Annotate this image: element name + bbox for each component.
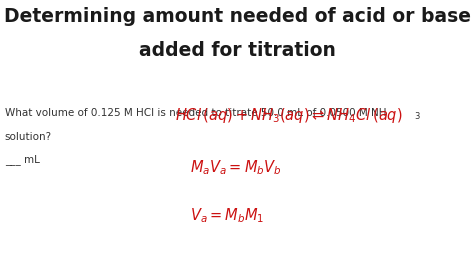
Text: $M_aV_a = M_bV_b$: $M_aV_a = M_bV_b$ xyxy=(190,158,281,177)
Text: $V_a = M_bM_1$: $V_a = M_bM_1$ xyxy=(190,206,264,225)
Text: What volume of 0.125 M HCl is needed to titrate 50.0 mL of 0.0500 M NH: What volume of 0.125 M HCl is needed to … xyxy=(5,108,386,118)
Text: Determining amount needed of acid or base: Determining amount needed of acid or bas… xyxy=(3,7,471,26)
Text: added for titration: added for titration xyxy=(138,41,336,60)
Text: 3: 3 xyxy=(415,112,420,121)
Text: solution?: solution? xyxy=(5,132,52,142)
Text: $HCl\,(aq) + NH_3(aq) \rightleftharpoons NH_4Cl\,(aq)$: $HCl\,(aq) + NH_3(aq) \rightleftharpoons… xyxy=(175,106,403,125)
Text: ___ mL: ___ mL xyxy=(5,154,40,165)
